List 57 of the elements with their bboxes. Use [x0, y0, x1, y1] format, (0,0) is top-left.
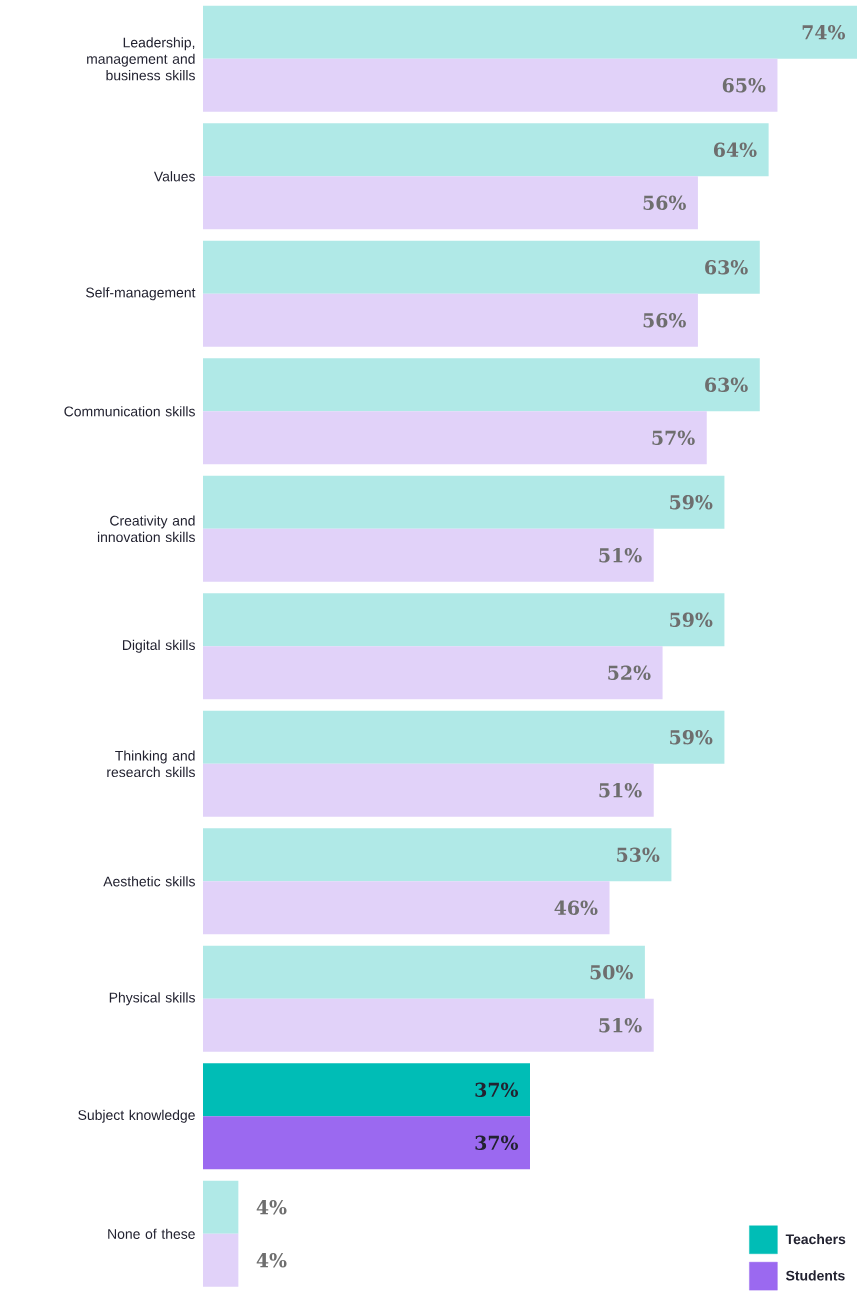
data-label: 59% [670, 612, 713, 627]
data-label: 51% [599, 783, 642, 798]
y-tick-label: Digital skills [122, 639, 195, 653]
data-label: 4% [256, 1200, 287, 1215]
data-label: 37% [475, 1082, 519, 1097]
data-label: 51% [599, 548, 642, 563]
bar [203, 1180, 239, 1234]
y-tick-label: Self-management [86, 287, 196, 301]
bar [203, 411, 707, 465]
bar [203, 293, 698, 347]
bar [203, 240, 760, 294]
y-tick-label: Communication skills [64, 406, 195, 417]
bar [203, 475, 725, 529]
data-label: 50% [590, 965, 633, 980]
y-tick-label: Creativity and innovation skills [97, 515, 195, 543]
y-tick-label: Leadership, management and business skills [87, 37, 195, 81]
bar [203, 58, 778, 112]
bar [203, 828, 672, 882]
bar [203, 998, 654, 1052]
data-label: 59% [670, 730, 713, 745]
bar [203, 176, 698, 230]
data-label: 64% [713, 142, 757, 157]
data-label: 4% [256, 1253, 287, 1268]
bar [203, 528, 654, 582]
bar [203, 646, 663, 700]
y-tick-label: Subject knowledge [78, 1109, 195, 1123]
bar [203, 763, 654, 817]
y-tick-label: Physical skills [109, 992, 195, 1006]
bar [203, 123, 769, 177]
data-label: 46% [554, 900, 598, 915]
bar [203, 593, 725, 647]
y-tick-label: Thinking and research skills [107, 750, 195, 778]
data-label: 74% [802, 25, 846, 40]
data-label: 52% [608, 665, 651, 680]
bar [203, 1116, 530, 1170]
data-label: 63% [705, 377, 748, 392]
bar [203, 881, 610, 935]
bar [203, 1233, 239, 1287]
data-label: 59% [670, 495, 713, 510]
bar [203, 358, 760, 412]
data-label: 53% [617, 847, 660, 862]
y-tick-label: Values [153, 171, 195, 182]
data-label: 56% [643, 195, 686, 210]
data-label: 37% [475, 1135, 519, 1150]
data-label: 51% [599, 1018, 642, 1033]
legend-label: Students [786, 1270, 845, 1281]
bar [203, 945, 645, 999]
bar [203, 5, 857, 59]
data-label: 63% [705, 260, 748, 275]
y-tick-label: None of these [108, 1228, 195, 1239]
bar [203, 1063, 530, 1117]
data-label: 65% [722, 78, 766, 93]
bar [203, 710, 725, 764]
y-tick-label: Aesthetic skills [103, 876, 195, 887]
data-label: 57% [652, 430, 695, 445]
data-label: 56% [643, 313, 686, 328]
legend-label: Teachers [785, 1233, 846, 1245]
